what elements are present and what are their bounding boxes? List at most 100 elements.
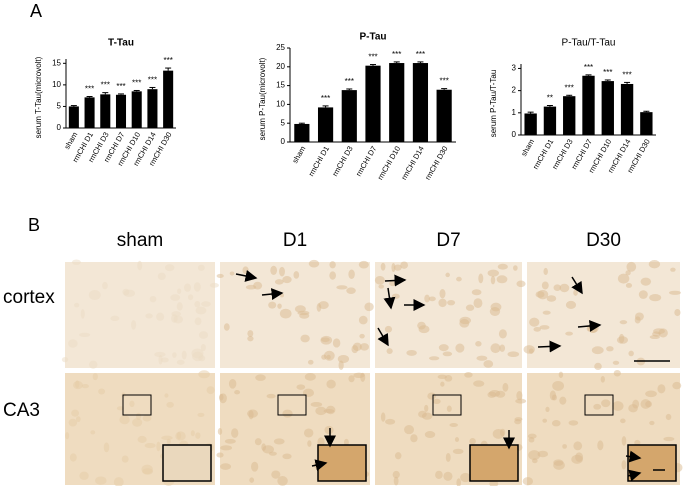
cell	[80, 309, 85, 319]
cell	[320, 337, 330, 343]
cell	[455, 343, 465, 353]
cell	[68, 418, 78, 427]
cell	[528, 450, 541, 461]
cell	[500, 428, 506, 437]
error-bar	[546, 104, 553, 107]
cell	[132, 418, 143, 427]
cell	[194, 317, 202, 326]
cell	[81, 383, 89, 389]
cell	[262, 445, 274, 454]
cell	[156, 312, 165, 321]
cell	[198, 331, 209, 339]
error-bar	[149, 86, 156, 90]
cell	[513, 265, 518, 271]
arrow	[235, 270, 258, 282]
cell	[649, 294, 662, 302]
row-label: cortex	[3, 287, 55, 308]
cell	[454, 437, 460, 442]
cell	[234, 390, 241, 395]
cell	[209, 282, 219, 288]
y-tick-label: 5	[57, 102, 62, 111]
cell	[658, 328, 668, 338]
significance: ***	[368, 53, 377, 62]
cell	[282, 276, 292, 284]
significance: ***	[392, 50, 401, 59]
cell	[549, 390, 556, 401]
cell	[247, 409, 259, 418]
panel-label: A	[30, 1, 42, 21]
cell	[459, 318, 470, 328]
cell	[617, 273, 630, 284]
error-bar	[643, 110, 650, 113]
cell	[173, 315, 183, 324]
inset	[469, 444, 519, 482]
cell	[113, 477, 124, 487]
roi-box	[432, 394, 462, 416]
cell	[69, 453, 77, 462]
error-bar	[102, 92, 109, 95]
cell	[247, 330, 254, 337]
inset	[162, 444, 212, 482]
cell	[79, 332, 91, 338]
cell	[435, 470, 443, 480]
cell	[621, 436, 627, 446]
cell	[195, 306, 207, 315]
y-tick-label: 0	[281, 137, 286, 146]
cell	[669, 290, 681, 295]
error-bar	[346, 88, 353, 91]
cell	[88, 360, 98, 369]
cell	[158, 355, 163, 365]
cell	[649, 335, 660, 340]
significance: ***	[101, 81, 110, 90]
cell	[573, 289, 578, 296]
cell	[445, 272, 450, 278]
cell	[116, 406, 124, 411]
cell	[229, 271, 235, 276]
cell	[406, 349, 417, 356]
significance: ***	[321, 94, 330, 103]
cell	[220, 445, 233, 451]
cell	[465, 304, 475, 311]
cell	[645, 390, 657, 398]
cell	[674, 308, 681, 317]
cell	[219, 393, 227, 404]
cell	[110, 315, 120, 322]
bar	[68, 106, 79, 128]
cell	[171, 311, 181, 317]
cell	[565, 300, 577, 309]
cell	[144, 443, 156, 449]
cell	[410, 434, 418, 443]
cell	[142, 415, 152, 422]
significance: ***	[622, 71, 631, 80]
cell	[137, 260, 143, 271]
cell	[351, 345, 359, 354]
cell	[444, 375, 453, 382]
cell	[255, 374, 266, 381]
y-tick-label: 0	[57, 123, 62, 132]
cell	[475, 341, 482, 347]
cell	[71, 409, 79, 417]
cell	[223, 323, 230, 331]
cell	[418, 410, 427, 418]
cell	[424, 404, 429, 412]
significance: ***	[132, 79, 141, 88]
cell	[552, 380, 565, 391]
cell	[391, 293, 400, 299]
cell	[338, 360, 344, 371]
cell	[626, 261, 637, 272]
y-tick-label: 3	[512, 64, 517, 73]
cell	[427, 392, 436, 400]
bar	[543, 106, 557, 135]
cell	[310, 401, 323, 407]
cell	[268, 301, 277, 309]
cell	[166, 438, 171, 445]
y-tick-label: 20	[276, 62, 285, 71]
y-tick-label: 5	[281, 118, 286, 127]
cell	[161, 435, 173, 441]
cell	[625, 270, 631, 276]
cell	[326, 379, 336, 389]
cell	[242, 266, 249, 275]
cell	[385, 418, 396, 425]
cell	[307, 440, 312, 447]
error-bar	[298, 122, 305, 124]
